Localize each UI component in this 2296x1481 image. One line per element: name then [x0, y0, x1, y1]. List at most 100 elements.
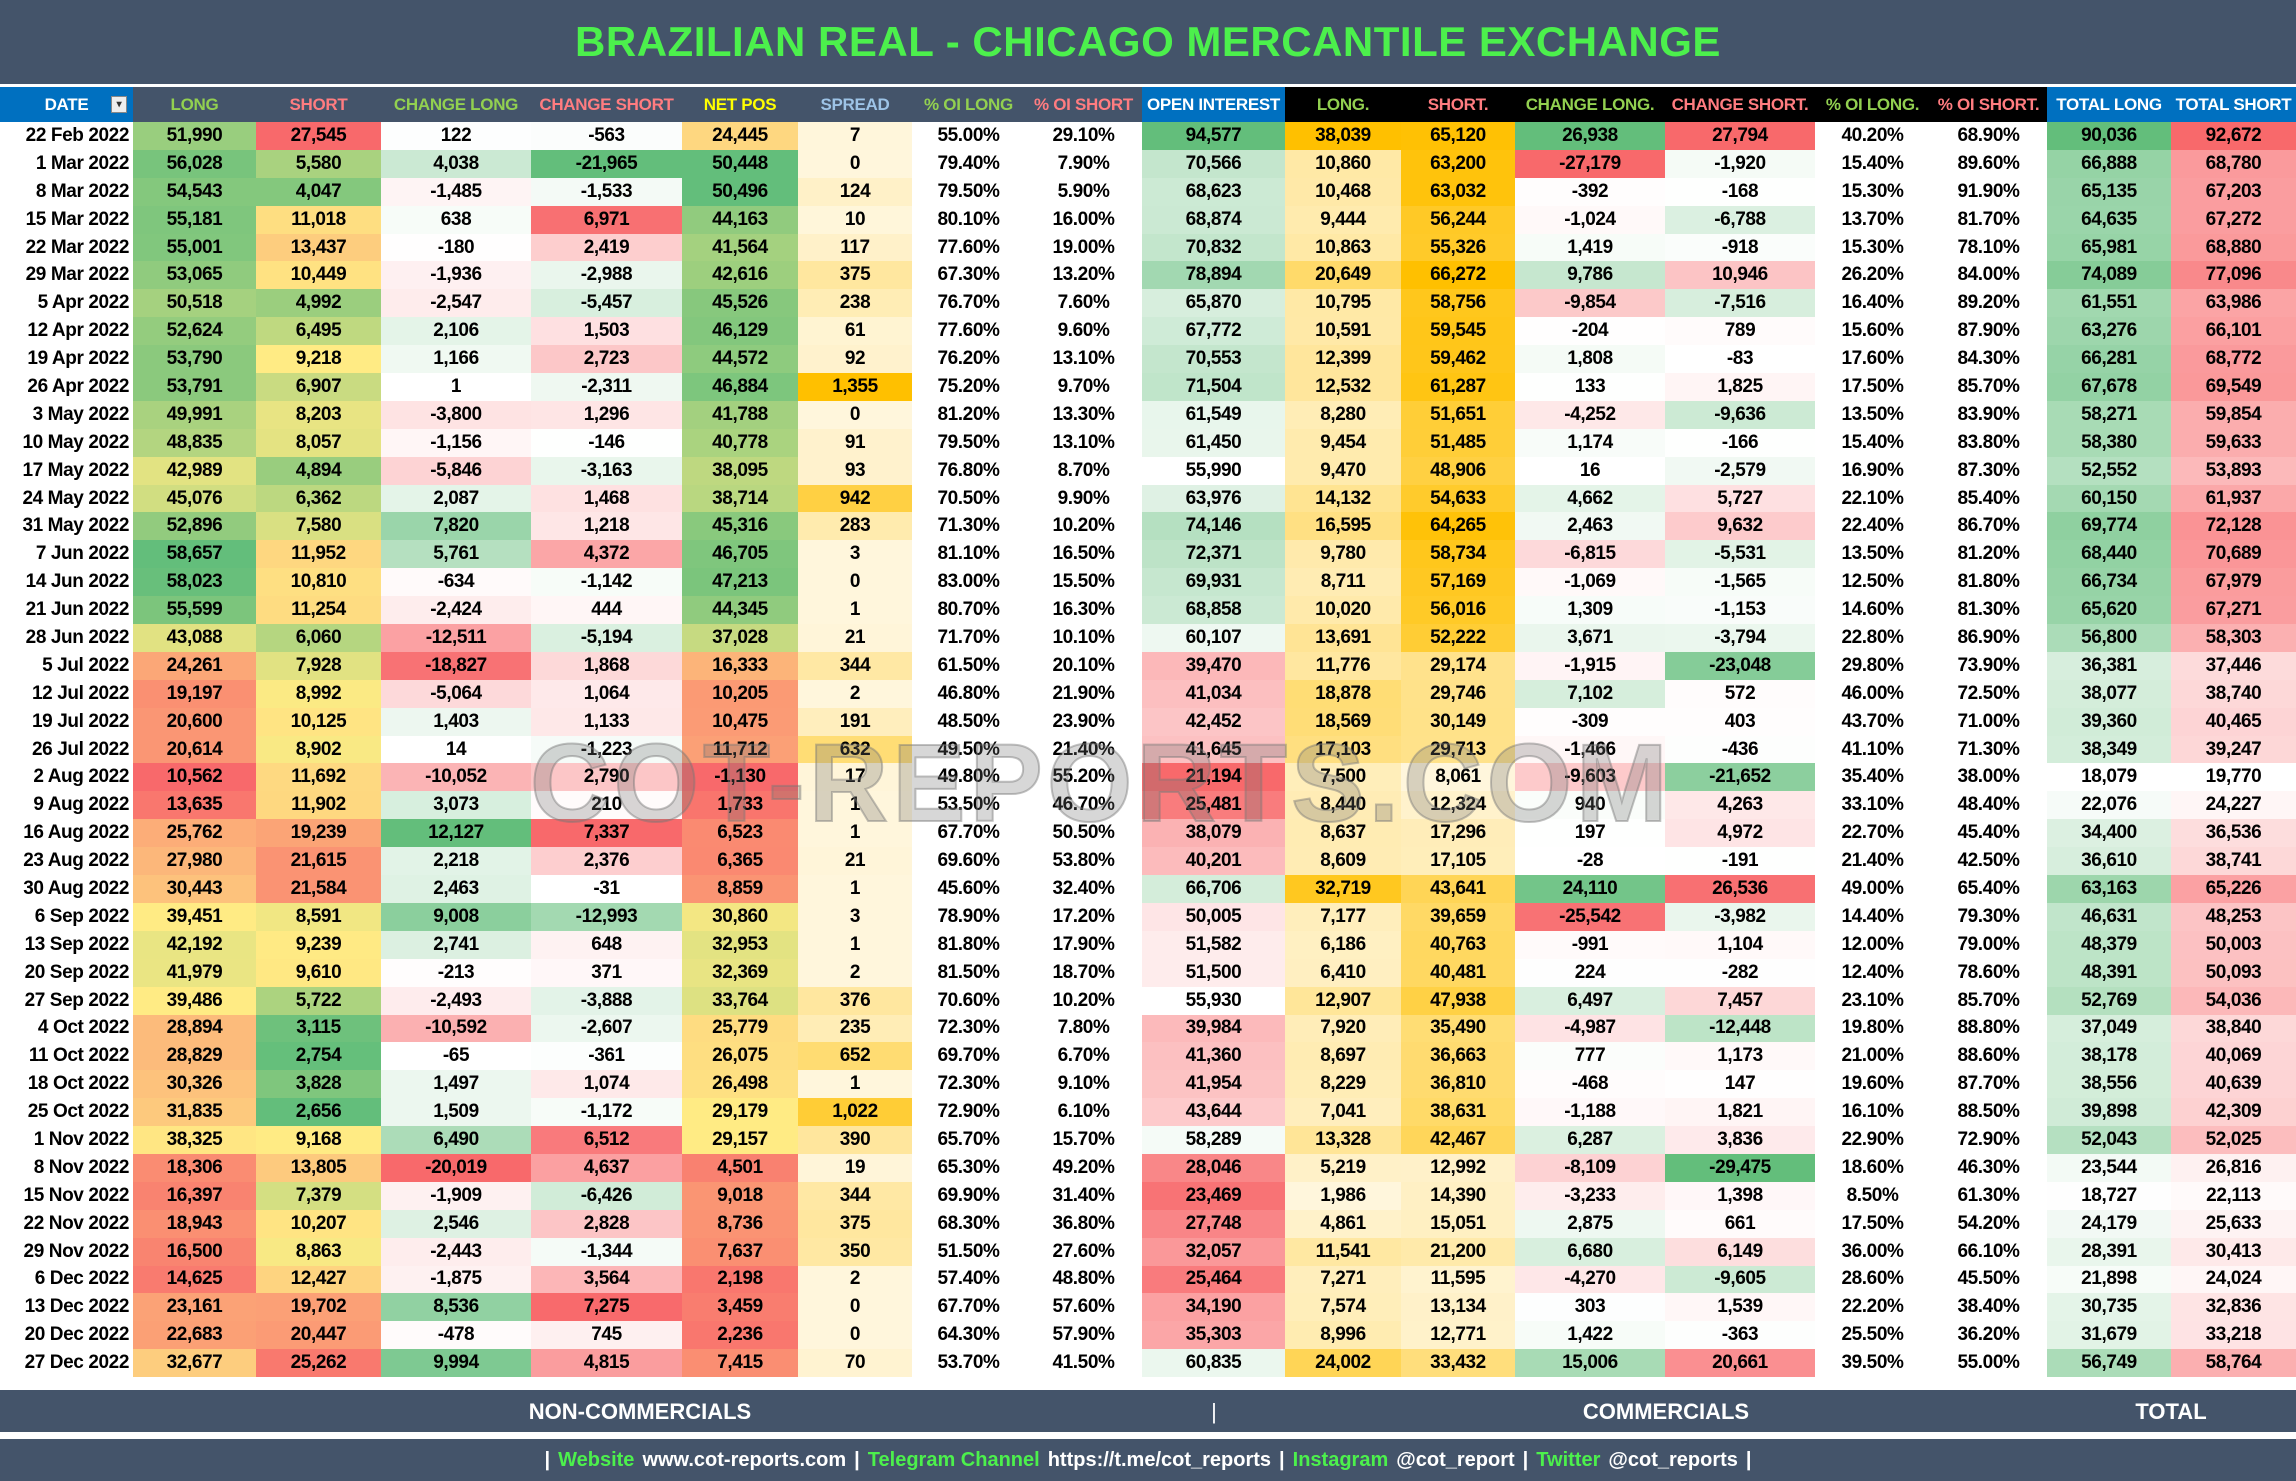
cell-spread: 942 [798, 484, 912, 513]
cell-long: 14,132 [1285, 484, 1401, 513]
column-header-long[interactable]: LONG [133, 87, 256, 122]
column-header-oi-long[interactable]: % OI LONG [912, 87, 1025, 122]
cell-oi-short: 9.10% [1025, 1070, 1142, 1099]
section-commercials: COMMERCIALS [1582, 1399, 1750, 1424]
cell-short: 21,615 [256, 847, 381, 876]
cell-change-long: 1,174 [1515, 428, 1665, 457]
cell-oi-long: 77.60% [912, 317, 1025, 346]
column-header-change-short[interactable]: CHANGE SHORT [531, 87, 682, 122]
cell-change-short: -21,652 [1665, 763, 1815, 792]
date-cell: 19 Apr 2022 [0, 345, 133, 374]
date-cell: 23 Aug 2022 [0, 847, 133, 876]
cell-oi-long: 45.60% [912, 875, 1025, 903]
cell-change-short: -1,920 [1665, 149, 1815, 178]
cell-oi-short: 10.20% [1025, 986, 1142, 1015]
cell-change-short: 1,133 [531, 707, 682, 736]
telegram-link[interactable]: https://t.me/cot_reports [1047, 1448, 1272, 1471]
column-header-short[interactable]: SHORT. [1401, 87, 1515, 122]
cell-oi-short: 86.90% [1930, 624, 2047, 652]
table-row: 29 Nov 2022 16,500 8,863 -2,443 -1,344 7,637 3… [0, 1237, 2296, 1266]
cell-change-long: 6,490 [381, 1126, 531, 1154]
cell-net-pos: 44,163 [682, 205, 798, 234]
cell-spread: 70 [798, 1349, 912, 1378]
column-header-change-long[interactable]: CHANGE LONG. [1515, 87, 1665, 122]
cell-change-long: -3,800 [381, 400, 531, 429]
column-header-spread[interactable]: SPREAD [798, 87, 912, 122]
cell-change-short: -7,516 [1665, 289, 1815, 318]
cell-net-pos: 41,788 [682, 400, 798, 429]
column-header-change-short[interactable]: CHANGE SHORT. [1665, 87, 1815, 122]
cell-short: 29,746 [1401, 679, 1515, 708]
website-link[interactable]: www.cot-reports.com [642, 1448, 847, 1471]
cell-open-interest: 41,954 [1142, 1070, 1285, 1099]
column-header-open-interest[interactable]: OPEN INTEREST [1142, 87, 1285, 122]
cell-short: 4,894 [256, 456, 381, 485]
column-header-long[interactable]: LONG. [1285, 87, 1401, 122]
cell-change-long: 940 [1515, 791, 1665, 820]
cell-change-short: -918 [1665, 233, 1815, 262]
column-header-oi-short[interactable]: % OI SHORT [1025, 87, 1142, 122]
date-cell: 8 Nov 2022 [0, 1153, 133, 1182]
cell-change-long: 197 [1515, 819, 1665, 848]
cell-short: 42,467 [1401, 1126, 1515, 1154]
cell-spread: 375 [798, 261, 912, 290]
column-header-total-short[interactable]: TOTAL SHORT [2171, 87, 2296, 122]
cell-spread: 117 [798, 233, 912, 262]
cell-change-long: -12,511 [381, 624, 531, 652]
cell-short: 36,663 [1401, 1042, 1515, 1071]
cell-change-long: -20,019 [381, 1153, 531, 1182]
cell-change-long: -991 [1515, 930, 1665, 959]
column-header-net-pos[interactable]: NET POS [682, 87, 798, 122]
cell-change-long: -1,875 [381, 1265, 531, 1294]
cell-total-short: 69,549 [2171, 373, 2296, 401]
cell-open-interest: 38,079 [1142, 819, 1285, 848]
instagram-link[interactable]: @cot_report [1396, 1448, 1515, 1471]
cell-oi-short: 85.70% [1930, 373, 2047, 401]
cell-change-long: -4,252 [1515, 400, 1665, 429]
column-header-total-long[interactable]: TOTAL LONG [2047, 87, 2171, 122]
cell-oi-long: 39.50% [1815, 1349, 1930, 1378]
column-header-change-long[interactable]: CHANGE LONG [381, 87, 531, 122]
twitter-link[interactable]: @cot_reports [1608, 1448, 1738, 1471]
cell-net-pos: 38,095 [682, 456, 798, 485]
cell-oi-short: 9.90% [1025, 484, 1142, 513]
cell-long: 16,397 [133, 1181, 256, 1210]
cell-change-long: -204 [1515, 317, 1665, 346]
filter-dropdown-icon[interactable]: ▾ [111, 96, 127, 113]
cell-total-short: 40,639 [2171, 1070, 2296, 1099]
cell-oi-short: 42.50% [1930, 847, 2047, 876]
cell-change-short: 4,263 [1665, 791, 1815, 820]
section-labels: NON-COMMERCIALS | COMMERCIALS TOTAL [0, 1390, 2296, 1432]
cell-oi-long: 12.50% [1815, 568, 1930, 597]
cell-total-short: 52,025 [2171, 1126, 2296, 1154]
cell-total-long: 69,774 [2047, 512, 2171, 541]
cell-long: 28,829 [133, 1042, 256, 1071]
cell-change-long: 7,102 [1515, 679, 1665, 708]
column-header-oi-long[interactable]: % OI LONG. [1815, 87, 1930, 122]
cell-change-long: -9,854 [1515, 289, 1665, 318]
cell-oi-short: 10.10% [1025, 624, 1142, 652]
cell-short: 6,362 [256, 484, 381, 513]
cell-net-pos: 7,415 [682, 1349, 798, 1378]
cell-oi-short: 89.20% [1930, 289, 2047, 318]
cell-short: 11,692 [256, 763, 381, 792]
cell-short: 56,244 [1401, 205, 1515, 234]
column-header-short[interactable]: SHORT [256, 87, 381, 122]
cell-oi-short: 7.90% [1025, 149, 1142, 178]
cell-oi-long: 79.40% [912, 149, 1025, 178]
column-header-oi-short[interactable]: % OI SHORT. [1930, 87, 2047, 122]
cell-change-short: -1,533 [531, 177, 682, 206]
date-cell: 5 Apr 2022 [0, 289, 133, 318]
cell-long: 18,943 [133, 1209, 256, 1238]
cell-short: 56,016 [1401, 596, 1515, 625]
cell-change-long: 133 [1515, 373, 1665, 401]
column-header-date[interactable]: DATE ▾ [0, 87, 133, 122]
cell-net-pos: 8,859 [682, 875, 798, 903]
cell-short: 9,239 [256, 930, 381, 959]
cell-long: 10,795 [1285, 289, 1401, 318]
cell-long: 13,328 [1285, 1126, 1401, 1154]
cell-short: 17,105 [1401, 847, 1515, 876]
date-cell: 10 May 2022 [0, 428, 133, 457]
table-row: 22 Nov 2022 18,943 10,207 2,546 2,828 8,736 37… [0, 1209, 2296, 1238]
cell-oi-short: 48.40% [1930, 791, 2047, 820]
